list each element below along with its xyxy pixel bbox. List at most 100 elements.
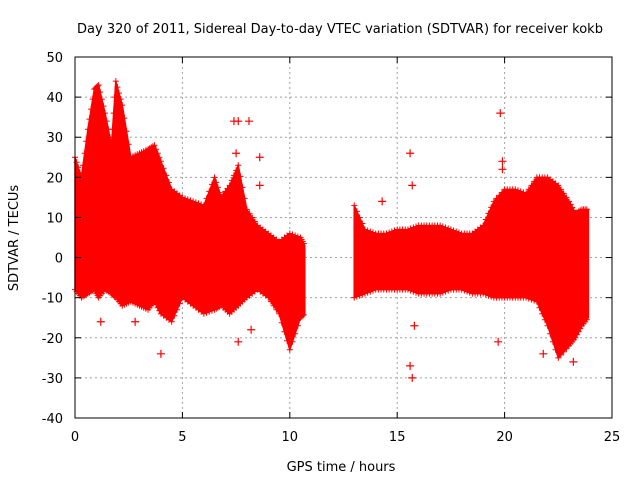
upper-edge-marker: [570, 207, 577, 214]
outlier-point: [408, 181, 417, 190]
upper-edge-marker: [103, 118, 110, 125]
y-axis-label: SDTVAR / TECUs: [7, 185, 22, 292]
upper-edge-marker: [439, 223, 446, 230]
upper-edge-marker: [388, 228, 395, 235]
outlier-point: [408, 373, 417, 382]
lower-edge-marker: [437, 290, 444, 297]
upper-edge-marker: [187, 197, 194, 204]
upper-edge-marker: [239, 184, 246, 191]
lower-edge-marker: [523, 294, 530, 301]
upper-edge-marker: [528, 182, 535, 189]
lower-edge-marker: [575, 328, 582, 335]
lower-edge-marker: [412, 289, 419, 296]
upper-edge-marker: [383, 230, 390, 237]
upper-edge-marker: [251, 218, 258, 225]
outlier-point: [494, 337, 503, 346]
outlier-point: [539, 349, 548, 358]
upper-edge-marker: [114, 84, 121, 91]
lower-edge-marker: [200, 310, 207, 317]
upper-edge-marker: [300, 240, 307, 247]
x-tick-label: 15: [389, 430, 406, 445]
outlier-point: [131, 317, 140, 326]
lower-edge-marker: [536, 304, 543, 311]
upper-edge-marker: [367, 228, 374, 235]
chart-title: Day 320 of 2011, Sidereal Day-to-day VTE…: [77, 22, 603, 37]
upper-edge-marker: [112, 78, 119, 85]
upper-edge-marker: [200, 202, 207, 209]
upper-edge-marker: [370, 229, 377, 236]
lower-edge-marker: [547, 330, 554, 337]
lower-edge-marker: [156, 307, 163, 314]
lower-edge-marker: [174, 306, 181, 313]
lower-edge-marker: [539, 310, 546, 317]
plot-frame: [74, 56, 613, 419]
lower-edge-marker: [439, 289, 446, 296]
upper-edge-marker: [208, 181, 215, 188]
data-band-evening: [353, 176, 590, 360]
lower-edge-marker: [577, 325, 584, 332]
upper-edge-marker: [386, 229, 393, 236]
lower-edge-marker: [458, 286, 465, 293]
upper-edge-marker: [151, 142, 158, 149]
upper-edge-marker: [517, 188, 524, 195]
upper-edge-marker: [184, 196, 191, 203]
upper-edge-marker: [512, 186, 519, 193]
lower-edge-marker: [464, 288, 471, 295]
upper-edge-marker: [583, 206, 590, 213]
lower-edge-marker: [572, 334, 579, 341]
lower-edge-marker: [531, 297, 538, 304]
outlier-point: [406, 361, 415, 370]
upper-edge-marker: [163, 172, 170, 179]
outlier-point: [156, 349, 165, 358]
upper-edge-marker: [198, 201, 205, 208]
upper-edge-marker: [485, 210, 492, 217]
upper-edge-marker: [153, 146, 160, 153]
lower-edge-marker: [488, 293, 495, 300]
outlier-point: [247, 325, 256, 334]
upper-edge-marker: [119, 102, 126, 109]
upper-edge-marker: [289, 231, 296, 238]
upper-edge-marker: [216, 189, 223, 196]
lower-edge-marker: [583, 316, 590, 323]
x-tick-label: 10: [282, 430, 299, 445]
lower-edge-marker: [289, 338, 296, 345]
lower-edge-marker: [206, 308, 213, 315]
upper-edge-marker: [88, 106, 95, 113]
lower-edge-marker: [367, 288, 374, 295]
upper-edge-marker: [249, 214, 256, 221]
upper-edge-marker: [235, 162, 242, 169]
y-tick-label: -10: [42, 292, 63, 307]
outlier-point: [234, 337, 243, 346]
upper-edge-marker: [412, 223, 419, 230]
upper-edge-marker: [496, 192, 503, 199]
upper-edge-marker: [237, 173, 244, 180]
upper-edge-marker: [391, 227, 398, 234]
upper-edge-marker: [410, 224, 417, 231]
upper-edge-marker: [81, 150, 88, 157]
axes-layer: 0 5 10 15 20 25 -40 -30 -20 -10 0 10 20 30 40 50: [42, 51, 621, 445]
outlier-point: [244, 117, 253, 126]
upper-edge-marker: [224, 185, 231, 192]
upper-edge-marker: [206, 188, 213, 195]
upper-edge-marker: [108, 142, 115, 149]
outlier-point: [234, 117, 243, 126]
lower-edge-marker: [533, 298, 540, 305]
y-tick-label: 50: [46, 51, 63, 66]
outlier-point: [255, 153, 264, 162]
lower-edge-marker: [407, 287, 414, 294]
upper-edge-marker: [218, 194, 225, 201]
lower-edge-marker: [482, 291, 489, 298]
lower-edge-marker: [276, 310, 283, 317]
x-axis-label: GPS time / hours: [287, 460, 396, 475]
lower-edge-marker: [541, 316, 548, 323]
upper-edge-marker: [165, 179, 172, 186]
lower-edge-marker: [292, 330, 299, 337]
upper-edge-marker: [195, 200, 202, 207]
upper-edge-marker: [110, 110, 117, 117]
lower-edge-marker: [203, 309, 210, 316]
upper-edge-marker: [404, 226, 411, 233]
upper-edge-marker: [154, 150, 161, 157]
lower-edge-marker: [485, 292, 492, 299]
lower-edge-marker: [549, 338, 556, 345]
